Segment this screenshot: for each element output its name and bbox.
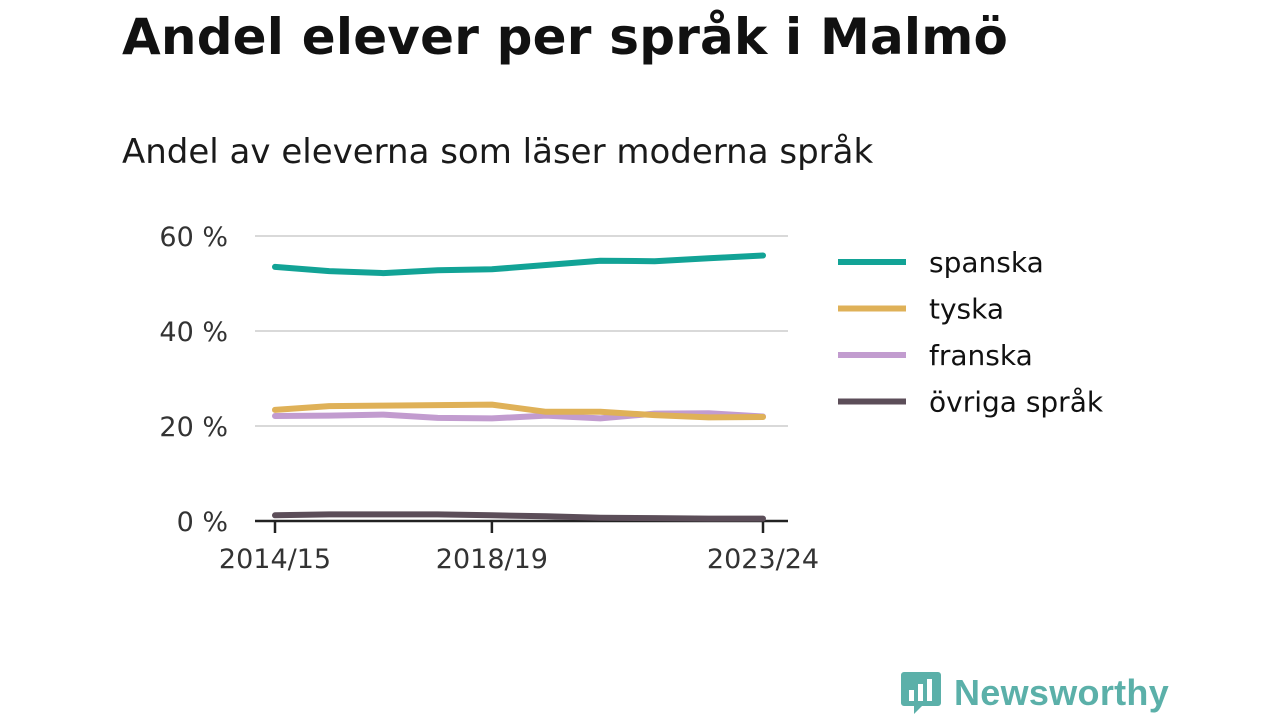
series-line-övriga-språk	[272, 511, 766, 522]
y-tick-label: 40 %	[159, 317, 228, 348]
series-line-spanska	[272, 252, 766, 277]
axes: 0 % 20 % 40 % 60 % 2014/15 2018/19 2023/24	[159, 222, 819, 575]
y-tick-label: 20 %	[159, 412, 228, 443]
legend-label: tyska	[929, 293, 1004, 326]
brand-name: Newsworthy	[954, 672, 1170, 713]
chart-title: Andel elever per språk i Malmö	[122, 8, 1009, 66]
legend: spanska tyska franska övriga språk	[838, 246, 1104, 419]
chart-subtitle: Andel av eleverna som läser moderna språ…	[122, 132, 874, 172]
x-tick-label: 2023/24	[707, 544, 819, 575]
y-tick-label: 60 %	[159, 222, 228, 253]
y-tick-label: 0 %	[177, 507, 228, 538]
legend-label: övriga språk	[929, 386, 1104, 419]
x-tick-label: 2018/19	[436, 544, 548, 575]
legend-label: franska	[929, 339, 1033, 372]
series-lines	[272, 252, 766, 522]
legend-label: spanska	[929, 246, 1044, 279]
series-line-tyska	[272, 401, 766, 421]
x-tick-label: 2014/15	[219, 544, 331, 575]
brand-logo: Newsworthy	[900, 670, 1169, 716]
newsworthy-logo-icon	[901, 672, 941, 714]
grid-lines	[255, 235, 788, 427]
